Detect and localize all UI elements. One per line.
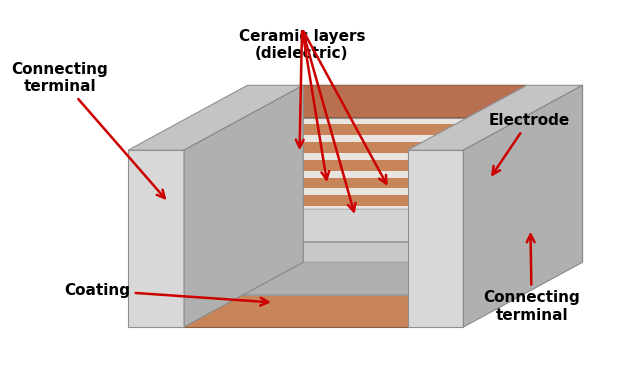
Polygon shape (244, 259, 467, 266)
Polygon shape (244, 188, 467, 195)
Polygon shape (467, 174, 527, 213)
Polygon shape (244, 209, 527, 242)
Polygon shape (467, 227, 527, 266)
Polygon shape (244, 224, 467, 230)
Polygon shape (244, 125, 467, 135)
Polygon shape (408, 150, 463, 327)
Polygon shape (244, 277, 467, 283)
Polygon shape (244, 206, 467, 213)
Polygon shape (244, 242, 467, 248)
Polygon shape (244, 195, 467, 206)
Polygon shape (244, 171, 467, 178)
Polygon shape (244, 242, 467, 295)
Polygon shape (244, 118, 467, 125)
Polygon shape (184, 118, 467, 150)
Polygon shape (467, 103, 527, 142)
Polygon shape (467, 138, 527, 178)
Polygon shape (128, 150, 184, 327)
Polygon shape (244, 160, 467, 171)
Polygon shape (467, 209, 527, 248)
Polygon shape (244, 178, 467, 188)
Polygon shape (128, 85, 303, 150)
Polygon shape (463, 85, 582, 327)
Text: Connecting
terminal: Connecting terminal (483, 234, 580, 322)
Polygon shape (467, 198, 527, 242)
Polygon shape (244, 85, 527, 118)
Polygon shape (467, 251, 527, 295)
Polygon shape (184, 262, 527, 327)
Polygon shape (467, 128, 527, 171)
Polygon shape (244, 142, 467, 153)
Polygon shape (467, 216, 527, 259)
Polygon shape (467, 181, 527, 224)
Polygon shape (467, 85, 527, 125)
Text: Coating: Coating (64, 283, 268, 306)
Polygon shape (184, 150, 408, 327)
Polygon shape (467, 110, 527, 153)
Polygon shape (467, 92, 527, 135)
Polygon shape (467, 191, 527, 230)
Polygon shape (244, 262, 527, 295)
Polygon shape (467, 163, 527, 206)
Text: Electrode: Electrode (488, 113, 570, 175)
Polygon shape (244, 153, 467, 160)
Polygon shape (467, 233, 527, 277)
Polygon shape (184, 85, 303, 327)
Polygon shape (244, 248, 467, 259)
Polygon shape (244, 213, 467, 224)
Polygon shape (244, 283, 467, 295)
Polygon shape (244, 266, 467, 277)
Text: Ceramic layers
(dielectric): Ceramic layers (dielectric) (239, 28, 365, 61)
Polygon shape (467, 121, 527, 160)
Text: Connecting
terminal: Connecting terminal (12, 62, 164, 198)
Polygon shape (244, 135, 467, 142)
Polygon shape (467, 145, 527, 188)
Polygon shape (467, 245, 527, 283)
Polygon shape (408, 85, 582, 150)
Polygon shape (467, 156, 527, 195)
Polygon shape (244, 230, 467, 242)
